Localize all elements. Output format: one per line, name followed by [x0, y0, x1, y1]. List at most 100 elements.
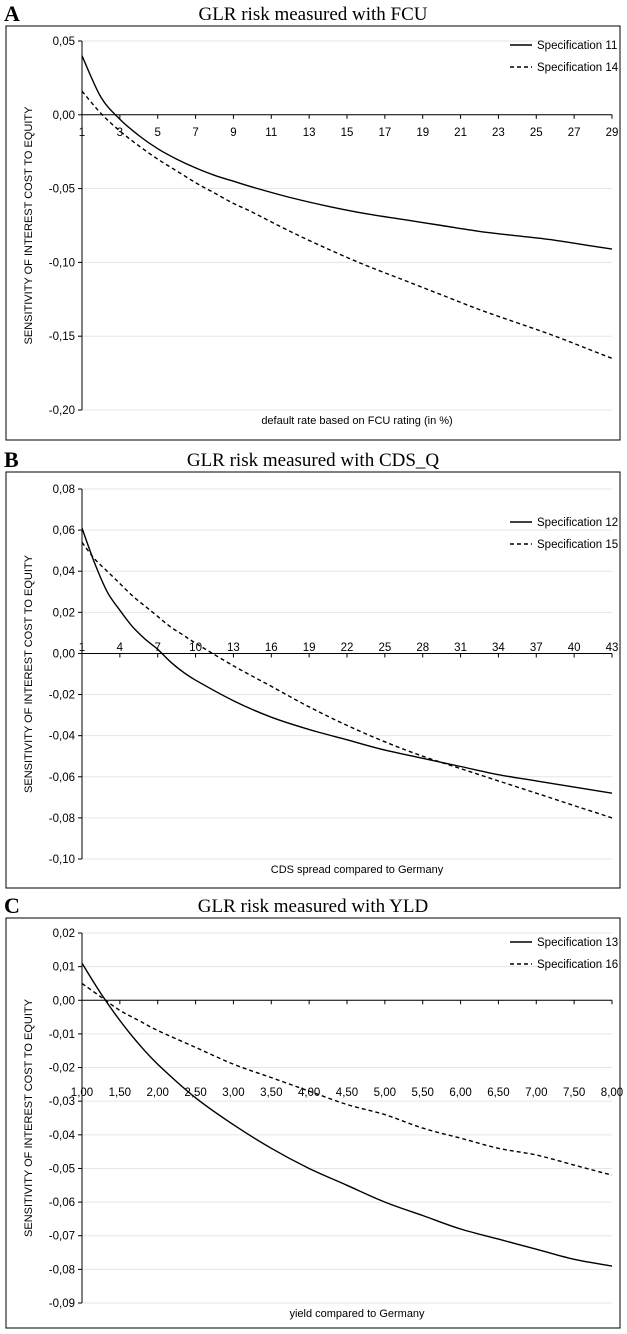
- x-tick-label: 21: [454, 127, 467, 139]
- y-axis-label: SENSITIVITY OF INTEREST COST TO EQUITY: [23, 998, 35, 1237]
- x-tick-label: 29: [606, 127, 619, 139]
- x-tick-label: 1: [79, 127, 85, 139]
- x-tick-label: 43: [606, 642, 619, 654]
- y-tick-label: -0,08: [49, 813, 75, 825]
- y-tick-label: -0,05: [49, 184, 75, 196]
- chart-panel-a: A GLR risk measured with FCU 0,05 0,00 -0,05…: [4, 1, 621, 441]
- y-tick-label: 0,05: [53, 36, 75, 48]
- x-tick-label: 5: [155, 127, 161, 139]
- y-tick-label: 0,08: [53, 484, 75, 496]
- x-tick-label: 5,50: [412, 1087, 434, 1099]
- y-tick-label: 0,01: [53, 962, 75, 974]
- y-tick-label: 0,00: [53, 110, 75, 122]
- chart-title: GLR risk measured with CDS_Q: [187, 450, 440, 471]
- x-tick-label: 23: [492, 127, 505, 139]
- x-tick-label: 31: [454, 642, 467, 654]
- x-tick-label: 11: [265, 127, 277, 139]
- y-tick-label: 0,00: [53, 995, 75, 1007]
- y-axis-label: SENSITIVITY OF INTEREST COST TO EQUITY: [23, 106, 35, 345]
- y-tick-label: -0,15: [49, 331, 75, 343]
- chart-frame: [5, 25, 621, 441]
- x-tick-label: 9: [230, 127, 236, 139]
- legend-label: Specification 12: [537, 517, 618, 529]
- x-tick-label: 1,00: [71, 1087, 93, 1099]
- x-axis-label: CDS spread compared to Germany: [271, 864, 444, 876]
- y-tick-label: -0,02: [49, 690, 75, 702]
- chart-title: GLR risk measured with YLD: [198, 896, 428, 917]
- y-tick-label: 0,02: [53, 607, 75, 619]
- y-tick-label: -0,03: [49, 1096, 75, 1108]
- chart-panel-c: C GLR risk measured with YLD 0,02 0,01 0,00 -…: [4, 893, 623, 1329]
- chart-frame: [5, 471, 621, 889]
- x-tick-label: 8,00: [601, 1087, 623, 1099]
- series-line-2: [81, 982, 613, 1176]
- series-line-1: [81, 55, 613, 250]
- y-tick-label: -0,07: [49, 1231, 75, 1243]
- x-tick-label: 3,50: [260, 1087, 282, 1099]
- x-tick-label: 4,00: [298, 1087, 320, 1099]
- x-axis-label: default rate based on FCU rating (in %): [261, 415, 452, 427]
- chart-panel-b: B GLR risk measured with CDS_Q 0,08 0,06 0,0…: [4, 447, 621, 889]
- y-tick-label: -0,06: [49, 772, 75, 784]
- y-tick-label: -0,04: [49, 731, 76, 743]
- y-tick-label: 0,04: [53, 566, 76, 578]
- x-tick-label: 13: [303, 127, 316, 139]
- x-tick-label: 3: [117, 127, 123, 139]
- x-tick-label: 2,50: [184, 1087, 206, 1099]
- y-tick-label: 0,00: [53, 648, 75, 660]
- x-tick-label: 7,50: [563, 1087, 585, 1099]
- x-tick-label: 4,50: [336, 1087, 358, 1099]
- x-tick-label: 7,00: [525, 1087, 547, 1099]
- x-tick-label: 3,00: [222, 1087, 244, 1099]
- x-tick-label: 17: [378, 127, 391, 139]
- x-tick-label: 6,50: [487, 1087, 509, 1099]
- x-tick-label: 34: [492, 642, 505, 654]
- legend-label: Specification 13: [537, 937, 618, 949]
- chart-title: GLR risk measured with FCU: [198, 4, 427, 25]
- x-tick-label: 28: [416, 642, 429, 654]
- x-tick-label: 4: [117, 642, 124, 654]
- x-tick-label: 19: [416, 127, 429, 139]
- x-tick-label: 1: [79, 642, 85, 654]
- x-tick-label: 7: [155, 642, 161, 654]
- x-tick-label: 25: [530, 127, 543, 139]
- series-line-2: [81, 541, 613, 819]
- series-line-2: [81, 90, 613, 359]
- x-axis-label: yield compared to Germany: [289, 1308, 425, 1320]
- x-tick-label: 37: [530, 642, 543, 654]
- legend-label: Specification 11: [537, 40, 617, 52]
- y-tick-label: -0,08: [49, 1264, 75, 1276]
- x-tick-label: 25: [378, 642, 391, 654]
- x-tick-label: 16: [265, 642, 278, 654]
- legend-label: Specification 16: [537, 959, 618, 971]
- y-tick-label: 0,02: [53, 928, 75, 940]
- x-tick-label: 6,00: [449, 1087, 471, 1099]
- y-tick-label: -0,05: [49, 1163, 75, 1175]
- y-tick-label: -0,20: [49, 405, 75, 417]
- y-tick-label: -0,01: [49, 1029, 75, 1041]
- y-tick-label: -0,09: [49, 1298, 75, 1310]
- x-tick-label: 1,50: [109, 1087, 131, 1099]
- y-tick-label: -0,02: [49, 1063, 75, 1075]
- x-tick-label: 10: [189, 642, 202, 654]
- x-tick-label: 19: [303, 642, 316, 654]
- x-tick-label: 13: [227, 642, 240, 654]
- legend-label: Specification 14: [537, 62, 619, 74]
- x-tick-label: 22: [341, 642, 354, 654]
- series-line-1: [81, 527, 613, 794]
- y-tick-label: -0,06: [49, 1197, 75, 1209]
- series-line-1: [81, 962, 613, 1267]
- panel-letter: C: [4, 893, 20, 918]
- panel-letter: A: [4, 1, 20, 26]
- x-tick-label: 5,00: [374, 1087, 396, 1099]
- x-tick-label: 2,00: [147, 1087, 169, 1099]
- legend-label: Specification 15: [537, 539, 618, 551]
- x-tick-label: 40: [568, 642, 581, 654]
- chart-frame: [5, 917, 621, 1329]
- y-tick-label: -0,10: [49, 257, 75, 269]
- x-tick-label: 7: [192, 127, 198, 139]
- y-tick-label: 0,06: [53, 525, 75, 537]
- y-axis-label: SENSITIVITY OF INTEREST COST TO EQUITY: [23, 554, 35, 793]
